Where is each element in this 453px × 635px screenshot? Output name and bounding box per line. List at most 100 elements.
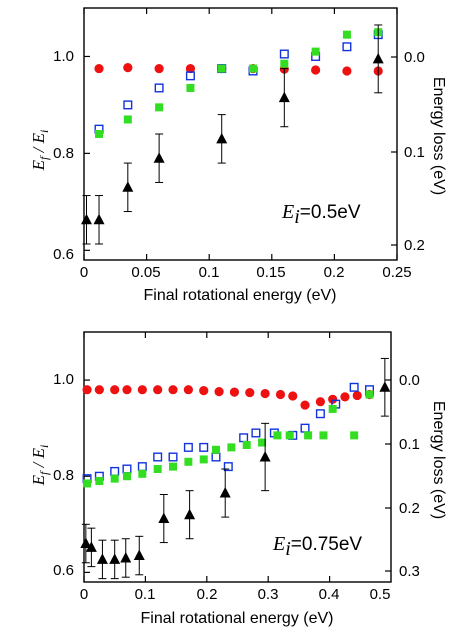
y2-axis-label-bottom: Energy loss (eV) [430, 401, 447, 519]
triangle-point [81, 213, 93, 225]
filled-square-point [83, 479, 92, 488]
filled-square-point [365, 390, 374, 399]
y-axis-label-sub-f: f [37, 470, 51, 475]
triangle-point [184, 508, 196, 520]
annotation-sub-i: i [294, 206, 300, 228]
filled-square-point [153, 465, 162, 474]
ef-ei-point [110, 385, 120, 395]
ef-ei-point [315, 397, 325, 407]
x-axis-label-top: Final rotational energy (eV) [144, 287, 337, 304]
open-square-point [168, 452, 178, 462]
filled-square-point [227, 443, 236, 452]
y-tick-label-top: 0.6 [53, 246, 74, 263]
open-square-point [153, 452, 163, 462]
y-tick-label-top: 0.8 [53, 145, 74, 162]
triangle-point [158, 512, 170, 524]
open-square-point [199, 442, 209, 452]
filled-square-point [138, 469, 147, 478]
open-square-point [211, 452, 221, 462]
open-square-point [251, 428, 261, 438]
ef-ei-point [275, 389, 286, 400]
y-tick-label-bottom: 0.6 [53, 562, 74, 579]
data-marks-bottom [80, 357, 391, 580]
annotation-value: =0.5eV [300, 202, 361, 223]
triangle-point [133, 549, 145, 561]
filled-square-point [110, 474, 119, 483]
filled-square-point [123, 115, 132, 124]
ef-ei-point [154, 63, 164, 74]
y-axis-label-sub-i: i [37, 130, 51, 133]
annotation-e: E [272, 533, 285, 555]
annotation-e: E [281, 201, 294, 223]
annotation-bottom: Ei=0.75eV [272, 533, 362, 560]
y-axis-label-bottom: Ef / Ei [29, 445, 51, 487]
open-square-point [342, 42, 352, 52]
y2-tick-label-top: 0.2 [404, 237, 425, 254]
filled-square-point [342, 30, 351, 39]
ef-ei-point [342, 66, 352, 76]
filled-square-point [95, 477, 104, 486]
plot-frame-bottom [83, 331, 392, 583]
filled-square-point [280, 59, 289, 68]
axis-ticks-top [83, 8, 398, 260]
y-axis-label-divider: / E [29, 132, 48, 156]
open-square-point [300, 423, 310, 433]
filled-square-point [285, 431, 294, 440]
y2-axis-label-top: Energy loss (eV) [430, 77, 447, 195]
ef-ei-point [153, 385, 163, 395]
triangle-point [216, 132, 228, 144]
filled-square-point [304, 431, 313, 440]
open-square-point [137, 462, 147, 472]
x-axis-label-bottom: Final rotational energy (eV) [141, 610, 334, 627]
x-tick-label-bottom: 0.5 [370, 586, 391, 603]
ef-ei-point [352, 390, 362, 401]
ef-ei-point [328, 394, 338, 404]
plot-frame-top [83, 7, 398, 261]
ef-ei-point [300, 400, 310, 410]
y-axis-label-e: E [29, 159, 48, 171]
y-tick-label-top: 1.0 [53, 48, 74, 65]
x-tick-label-bottom: 0.3 [258, 586, 279, 603]
open-square-point [154, 83, 164, 93]
ef-ei-point [340, 392, 350, 402]
annotation-top: Ei=0.5eV [281, 201, 361, 228]
y-axis-label-divider: / E [29, 447, 48, 471]
x-tick-label-bottom: 0 [80, 586, 88, 603]
open-square-point [122, 464, 132, 474]
ef-ei-point [185, 63, 196, 74]
x-tick-label-top: 0 [80, 264, 88, 281]
chart-top: 0.6 0.8 1.0 0.0 0.1 0.2 0 0.05 0.1 0.15 … [29, 7, 447, 304]
y-tick-label-bottom: 1.0 [53, 371, 74, 388]
triangle-point [85, 541, 97, 552]
open-square-point [315, 409, 325, 419]
y-axis-label-sub-f: f [37, 155, 51, 160]
filled-square-point [350, 431, 359, 440]
ef-ei-point [94, 63, 104, 74]
triangle-point [96, 553, 108, 564]
ef-ei-point [123, 63, 133, 73]
filled-square-point [273, 431, 282, 440]
filled-square-point [169, 462, 178, 471]
x-tick-label-bottom: 0.4 [319, 586, 340, 603]
triangle-point [120, 551, 132, 563]
triangle-point [278, 91, 290, 103]
data-marks-top [81, 24, 384, 245]
x-tick-label-top: 0.1 [199, 264, 220, 281]
ef-ei-point [122, 385, 132, 395]
ef-ei-point [199, 386, 209, 396]
filled-square-point [328, 404, 337, 413]
open-square-point [349, 382, 359, 392]
chart-bottom: 0.6 0.8 1.0 0.0 0.1 0.2 0.3 0 0.1 0.2 0.… [29, 331, 447, 627]
x-tick-label-top: 0.15 [256, 264, 285, 281]
ef-ei-point [229, 387, 240, 397]
filled-square-point [155, 103, 164, 112]
triangle-point [153, 152, 165, 163]
open-square-point [110, 466, 120, 476]
ef-ei-point [245, 387, 255, 398]
filled-square-point [242, 440, 251, 449]
ef-ei-point [168, 385, 178, 395]
annotation-sub-i: i [285, 538, 291, 560]
y2-tick-label-top: 0.0 [404, 49, 425, 66]
y2-tick-label-bottom: 0.0 [399, 372, 420, 389]
